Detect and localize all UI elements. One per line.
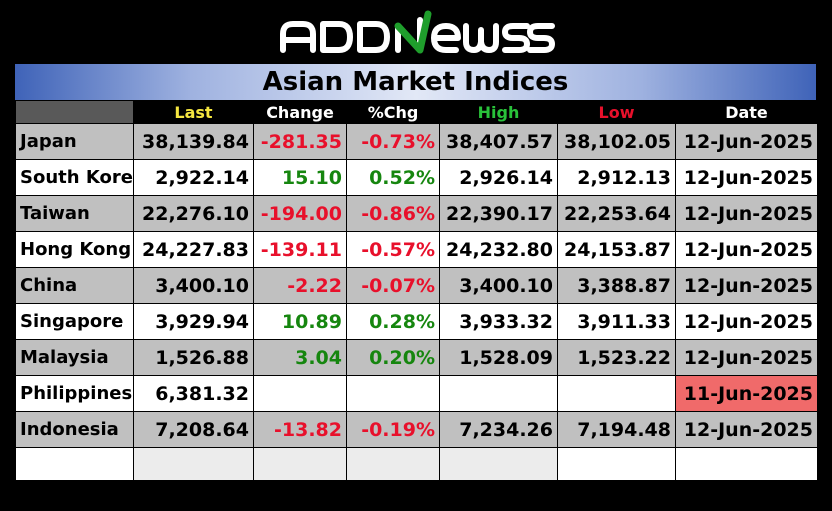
cell-last: 22,276.10	[133, 195, 254, 232]
cell-date: 12-Jun-2025	[675, 339, 818, 376]
cell-last: 6,381.32	[133, 375, 254, 412]
logo-accent	[394, 10, 432, 54]
cell-high	[439, 375, 558, 412]
cell-last: 3,400.10	[133, 267, 254, 304]
cell-high: 3,400.10	[439, 267, 558, 304]
row-label: Indonesia	[15, 411, 134, 448]
cell-pct: 0.28%	[346, 303, 440, 340]
cell-change: -13.82	[253, 411, 347, 448]
table-row: Taiwan 22,276.10 -194.00 -0.86% 22,390.17 22,…	[15, 195, 818, 232]
column-header-last: Last	[133, 100, 254, 124]
row-label: Singapore	[15, 303, 134, 340]
cell-pct	[346, 375, 440, 412]
empty-row	[15, 447, 818, 481]
cell-low: 38,102.05	[557, 123, 676, 160]
table-row: Indonesia 7,208.64 -13.82 -0.19% 7,234.26 7,1…	[15, 411, 818, 448]
cell-date: 12-Jun-2025	[675, 303, 818, 340]
market-indices-table: Last Change %Chg High Low Date Japan 38,139.84…	[15, 100, 818, 481]
cell-date: 12-Jun-2025	[675, 267, 818, 304]
empty-cell	[675, 447, 818, 481]
cell-pct: 0.52%	[346, 159, 440, 196]
cell-pct: -0.86%	[346, 195, 440, 232]
cell-change: -281.35	[253, 123, 347, 160]
cell-date: 11-Jun-2025	[675, 375, 818, 412]
cell-date: 12-Jun-2025	[675, 159, 818, 196]
cell-pct: -0.73%	[346, 123, 440, 160]
cell-low: 2,912.13	[557, 159, 676, 196]
cell-date: 12-Jun-2025	[675, 123, 818, 160]
cell-low: 3,388.87	[557, 267, 676, 304]
empty-cell	[253, 447, 347, 481]
cell-low: 3,911.33	[557, 303, 676, 340]
row-label: Taiwan	[15, 195, 134, 232]
table-row: Philippines 6,381.32 11-Jun-2025	[15, 375, 818, 412]
cell-last: 2,922.14	[133, 159, 254, 196]
cell-high: 38,407.57	[439, 123, 558, 160]
cell-change: -194.00	[253, 195, 347, 232]
cell-pct: -0.07%	[346, 267, 440, 304]
empty-cell	[557, 447, 676, 481]
cell-pct: -0.19%	[346, 411, 440, 448]
column-header-high: High	[439, 100, 558, 124]
cell-date: 12-Jun-2025	[675, 411, 818, 448]
cell-change: 15.10	[253, 159, 347, 196]
cell-low: 7,194.48	[557, 411, 676, 448]
cell-high: 22,390.17	[439, 195, 558, 232]
column-header-change: Change	[253, 100, 347, 124]
table-row: Malaysia 1,526.88 3.04 0.20% 1,528.09 1,523.2…	[15, 339, 818, 376]
cell-last: 1,526.88	[133, 339, 254, 376]
cell-low: 22,253.64	[557, 195, 676, 232]
cell-high: 2,926.14	[439, 159, 558, 196]
row-label: Hong Kong	[15, 231, 134, 268]
table-row: Hong Kong 24,227.83 -139.11 -0.57% 24,232.80…	[15, 231, 818, 268]
row-label: Philippines	[15, 375, 134, 412]
empty-cell	[133, 447, 254, 481]
empty-cell	[346, 447, 440, 481]
cell-pct: -0.57%	[346, 231, 440, 268]
cell-date: 12-Jun-2025	[675, 195, 818, 232]
cell-change: -139.11	[253, 231, 347, 268]
cell-last: 38,139.84	[133, 123, 254, 160]
row-label: China	[15, 267, 134, 304]
table-row: South Korea 2,922.14 15.10 0.52% 2,926.14 2,9…	[15, 159, 818, 196]
empty-cell	[15, 447, 134, 481]
column-header-pct-change: %Chg	[346, 100, 440, 124]
header-corner	[15, 100, 134, 124]
row-label: Malaysia	[15, 339, 134, 376]
cell-last: 3,929.94	[133, 303, 254, 340]
table-row: China 3,400.10 -2.22 -0.07% 3,400.10 3,388.87…	[15, 267, 818, 304]
cell-change: 3.04	[253, 339, 347, 376]
cell-low: 1,523.22	[557, 339, 676, 376]
cell-high: 7,234.26	[439, 411, 558, 448]
cell-pct: 0.20%	[346, 339, 440, 376]
header-row: Last Change %Chg High Low Date	[15, 100, 818, 124]
page-title: Asian Market Indices	[15, 64, 816, 100]
cell-change	[253, 375, 347, 412]
table-row: Singapore 3,929.94 10.89 0.28% 3,933.32 3,911…	[15, 303, 818, 340]
cell-change: 10.89	[253, 303, 347, 340]
cell-date: 12-Jun-2025	[675, 231, 818, 268]
cell-change: -2.22	[253, 267, 347, 304]
empty-cell	[439, 447, 558, 481]
cell-last: 24,227.83	[133, 231, 254, 268]
cell-last: 7,208.64	[133, 411, 254, 448]
cell-low: 24,153.87	[557, 231, 676, 268]
brand-logo	[0, 0, 832, 64]
row-label: Japan	[15, 123, 134, 160]
cell-high: 3,933.32	[439, 303, 558, 340]
column-header-low: Low	[557, 100, 676, 124]
cell-low	[557, 375, 676, 412]
row-label: South Korea	[15, 159, 134, 196]
cell-high: 1,528.09	[439, 339, 558, 376]
column-header-date: Date	[675, 100, 818, 124]
cell-high: 24,232.80	[439, 231, 558, 268]
table-row: Japan 38,139.84 -281.35 -0.73% 38,407.57 38,1…	[15, 123, 818, 160]
